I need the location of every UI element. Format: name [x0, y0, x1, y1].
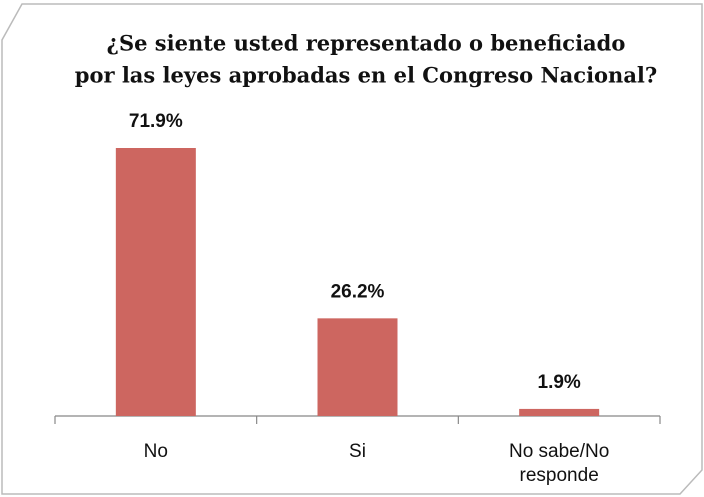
bar — [317, 318, 398, 416]
x-tick-label: No sabe/No responde — [508, 441, 610, 486]
bar — [115, 148, 196, 416]
chart-title: por las leyes aprobadas en el Congreso N… — [75, 63, 657, 88]
bar — [519, 408, 600, 416]
value-label: 26.2% — [331, 281, 385, 302]
value-label: 71.9% — [129, 111, 183, 132]
x-tick-label: No — [143, 441, 168, 462]
x-tick-label: Si — [349, 441, 366, 462]
chart-title: ¿Se siente usted representado o benefici… — [107, 31, 626, 56]
value-label: 1.9% — [538, 372, 581, 393]
